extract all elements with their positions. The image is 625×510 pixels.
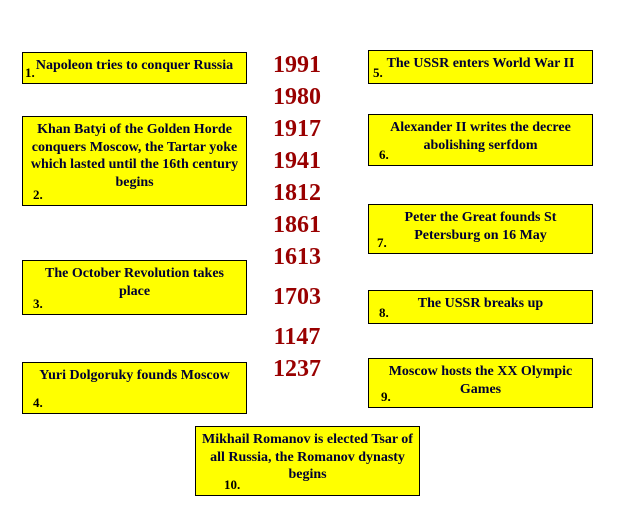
event-box-8: The USSR breaks up8. xyxy=(368,290,593,324)
year-label: 1991 xyxy=(262,52,332,79)
event-number: 8. xyxy=(379,305,389,321)
event-number: 4. xyxy=(33,395,43,411)
event-number: 9. xyxy=(381,389,391,405)
event-box-2: Khan Batyi of the Golden Horde conquers … xyxy=(22,116,247,206)
year-label: 1941 xyxy=(262,148,332,175)
event-box-9: Moscow hosts the XX Olympic Games9. xyxy=(368,358,593,408)
event-box-1: Napoleon tries to conquer Russia1. xyxy=(22,52,247,84)
event-text: The USSR breaks up xyxy=(375,295,586,313)
year-label: 1613 xyxy=(262,244,332,271)
event-text: Napoleon tries to conquer Russia xyxy=(29,57,240,75)
year-label: 1147 xyxy=(262,324,332,351)
event-number: 7. xyxy=(377,235,387,251)
event-text: Alexander II writes the decree abolishin… xyxy=(375,119,586,154)
event-text: Peter the Great founds St Petersburg on … xyxy=(375,209,586,244)
event-box-6: Alexander II writes the decree abolishin… xyxy=(368,114,593,166)
event-number: 2. xyxy=(33,187,43,203)
event-text: The October Revolution takes place xyxy=(29,265,240,300)
event-text: Khan Batyi of the Golden Horde conquers … xyxy=(29,121,240,191)
event-text: Yuri Dolgoruky founds Moscow xyxy=(29,367,240,385)
event-box-5: The USSR enters World War II5. xyxy=(368,50,593,84)
event-number: 1. xyxy=(25,65,35,81)
event-text: The USSR enters World War II xyxy=(375,55,586,73)
event-box-7: Peter the Great founds St Petersburg on … xyxy=(368,204,593,254)
year-label: 1980 xyxy=(262,84,332,111)
event-number: 3. xyxy=(33,296,43,312)
year-label: 1861 xyxy=(262,212,332,239)
event-number: 10. xyxy=(224,477,240,493)
event-number: 5. xyxy=(373,65,383,81)
year-label: 1703 xyxy=(262,284,332,311)
year-label: 1917 xyxy=(262,116,332,143)
year-label: 1812 xyxy=(262,180,332,207)
event-number: 6. xyxy=(379,147,389,163)
event-text: Moscow hosts the XX Olympic Games xyxy=(375,363,586,398)
event-text: Mikhail Romanov is elected Tsar of all R… xyxy=(202,431,413,484)
event-box-4: Yuri Dolgoruky founds Moscow 4. xyxy=(22,362,247,414)
event-box-10: Mikhail Romanov is elected Tsar of all R… xyxy=(195,426,420,496)
year-label: 1237 xyxy=(262,356,332,383)
event-box-3: The October Revolution takes place3. xyxy=(22,260,247,315)
